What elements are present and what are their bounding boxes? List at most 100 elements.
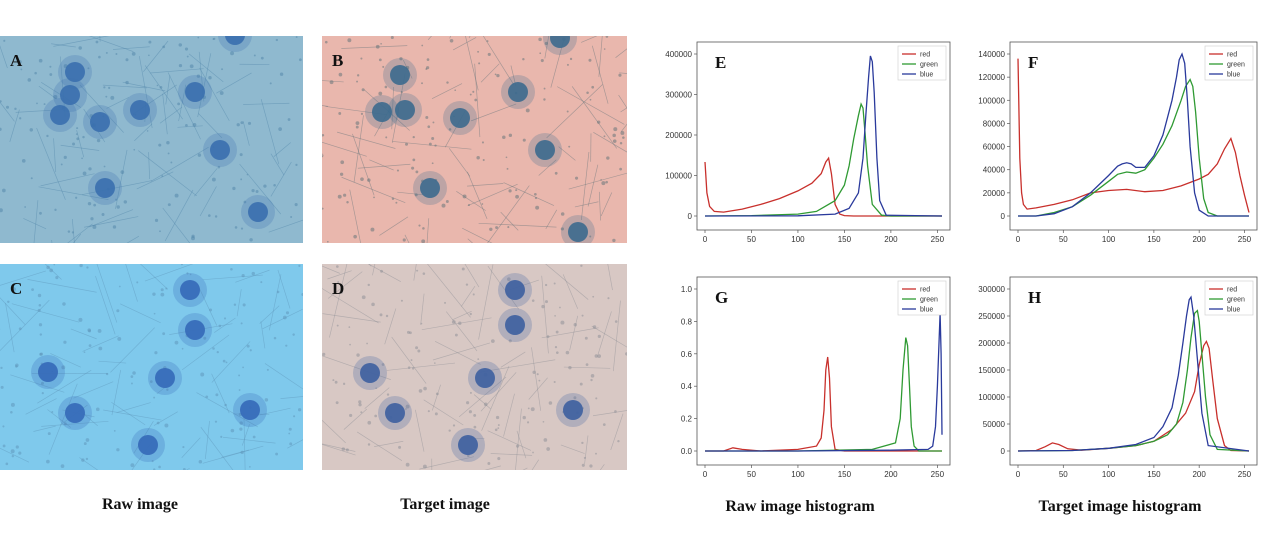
hypha-strand [96,264,118,323]
speckle [249,349,252,352]
hypha-strand [480,63,500,83]
y-tick-label: 0.4 [681,382,693,391]
speckle [353,234,357,239]
hypha-strand [581,151,590,221]
hypha-strand [432,342,491,361]
speckle [339,290,344,294]
speckle [131,51,136,56]
speckle [3,39,6,42]
hypha-strand [60,144,100,151]
hypha-strand [610,413,624,451]
speckle [133,148,136,151]
hypha-strand [44,264,62,280]
hypha-strand [181,334,230,371]
speckle [239,427,243,431]
speckle [412,158,416,162]
spore-head [390,65,410,85]
speckle [366,342,368,345]
hypha-strand [322,265,340,274]
hypha-strand [452,310,472,321]
hypha-strand [574,201,599,208]
speckle [535,205,540,210]
speckle [165,287,168,290]
hypha-strand [503,393,515,437]
speckle [288,427,292,431]
hypha-strand [95,275,116,335]
speckle [279,72,284,76]
speckle [115,53,118,55]
y-tick-label: 0 [688,212,693,221]
speckle [63,340,67,344]
speckle [130,463,135,468]
speckle [597,334,601,338]
hypha-strand [528,377,548,400]
speckle [590,374,595,378]
hypha-strand [110,327,155,373]
speckle [516,444,520,448]
speckle [390,36,394,40]
x-tick-label: 50 [1059,470,1068,479]
hypha-strand [140,264,169,290]
hypha-strand [53,138,57,173]
speckle [371,302,375,307]
speckle [614,410,617,413]
speckle [214,215,218,218]
speckle [39,211,42,215]
speckle [181,347,184,350]
hypha-strand [500,211,519,231]
speckle [603,48,606,50]
hypha-strand [541,275,549,354]
spore-head [95,178,115,198]
speckle [474,98,478,102]
speckle [298,264,301,267]
hypha-strand [88,36,134,52]
speckle [375,44,380,49]
x-tick-label: 250 [1238,470,1252,479]
hypha-strand [478,222,557,228]
speckle [449,39,454,43]
hypha-strand [102,84,147,89]
speckle [622,136,625,139]
hypha-strand [474,63,481,138]
hypha-strand [138,150,197,197]
hypha-strand [162,207,191,243]
speckle [538,379,541,382]
speckle [27,78,32,82]
speckle [406,330,410,334]
speckle [123,200,128,204]
speckle [153,312,156,315]
speckle [346,201,349,204]
hypha-strand [391,86,394,130]
speckle [336,324,339,327]
hypha-strand [79,84,124,133]
speckle [167,203,171,207]
hypha-strand [431,83,463,100]
image-background [322,36,627,243]
speckle [348,326,351,328]
speckle [405,404,410,409]
hypha-strand [134,123,153,142]
speckle [43,103,46,106]
y-tick-label: 200000 [665,131,692,140]
hypha-strand [462,227,493,243]
hypha-strand [569,315,579,351]
speckle [487,52,491,56]
panel-letter: B [332,51,343,70]
speckle [507,277,511,281]
speckle [85,438,90,442]
hypha-strand [89,209,134,228]
speckle [19,117,22,120]
speckle [532,451,534,454]
speckle [278,127,282,131]
speckle [177,102,181,106]
hypha-strand [112,46,150,50]
speckle [361,88,365,92]
speckle [356,353,360,357]
speckle [167,152,170,155]
hypha-strand [600,192,613,217]
speckle [481,141,484,144]
image-panel-a: A [0,36,303,243]
hypha-strand [336,131,396,149]
speckle [200,372,205,377]
